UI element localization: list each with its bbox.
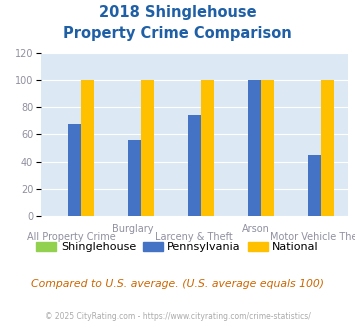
Bar [307,155,321,216]
Bar [201,80,214,216]
Bar [248,80,261,216]
Text: Property Crime Comparison: Property Crime Comparison [63,26,292,41]
Text: Motor Vehicle Theft: Motor Vehicle Theft [270,232,355,242]
Text: All Property Crime: All Property Crime [27,232,116,242]
Bar [81,80,94,216]
Text: Compared to U.S. average. (U.S. average equals 100): Compared to U.S. average. (U.S. average … [31,279,324,289]
Text: 2018 Shinglehouse: 2018 Shinglehouse [99,5,256,20]
Bar [321,80,334,216]
Bar [141,80,154,216]
Text: Arson: Arson [242,224,270,234]
Bar [68,124,81,216]
Legend: Shinglehouse, Pennsylvania, National: Shinglehouse, Pennsylvania, National [37,242,318,252]
Text: Larceny & Theft: Larceny & Theft [155,232,233,242]
Text: Burglary: Burglary [112,224,154,234]
Text: © 2025 CityRating.com - https://www.cityrating.com/crime-statistics/: © 2025 CityRating.com - https://www.city… [45,312,310,321]
Bar [261,80,274,216]
Bar [128,140,141,216]
Bar [188,115,201,216]
